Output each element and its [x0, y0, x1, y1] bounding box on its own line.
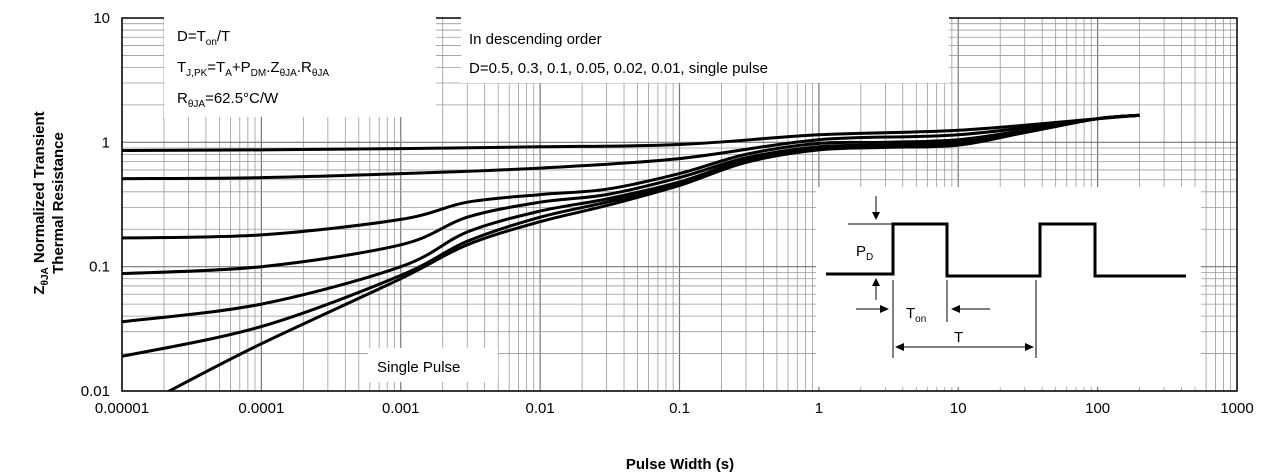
y-axis-title: ZθJA Normalized Transient Thermal Resist… [31, 111, 67, 294]
order-annotation: In descending order D=0.5, 0.3, 0.1, 0.0… [461, 17, 949, 83]
svg-text:In descending order: In descending order [469, 31, 602, 48]
pd-label: PD [856, 243, 873, 263]
curve-series-3 [122, 113, 1140, 240]
svg-text:RθJA=62.5°C/W: RθJA=62.5°C/W [177, 90, 279, 110]
x-tick-label: 0.0001 [238, 400, 284, 417]
y-axis-title-sub: θJA [40, 267, 51, 285]
x-tick-label: 0.00001 [95, 400, 149, 417]
x-tick-label: 0.001 [382, 400, 420, 417]
svg-text:D=0.5, 0.3, 0.1, 0.05, 0.02, 0: D=0.5, 0.3, 0.1, 0.05, 0.02, 0.01, singl… [469, 60, 768, 77]
pulse-waveform-inset: PD Ton T [816, 187, 1201, 387]
y-axis-title-line2: Thermal Resistance [50, 132, 67, 274]
svg-text:ZθJA Normalized Transient: ZθJA Normalized Transient [31, 111, 51, 294]
y-axis-title-z: Z [31, 285, 48, 294]
svg-text:D=Ton/T: D=Ton/T [177, 28, 230, 48]
curve-series-1 [122, 113, 1140, 152]
y-axis-title-line1: Normalized Transient [31, 111, 48, 267]
svg-text:TJ,PK=TA+PDM.ZθJA.RθJA: TJ,PK=TA+PDM.ZθJA.RθJA [177, 59, 329, 79]
x-axis-title: Pulse Width (s) [626, 456, 734, 473]
formula-annotation: D=Ton/T TJ,PK=TA+PDM.ZθJA.RθJA RθJA=62.5… [164, 17, 436, 117]
svg-text:Single Pulse: Single Pulse [377, 359, 460, 376]
single-pulse-label: Single Pulse [368, 348, 498, 382]
curve-series-7 [166, 113, 1140, 391]
y-tick-label: 0.01 [81, 383, 110, 400]
curve-series-2 [122, 113, 1140, 181]
pulse-waveform [826, 222, 1186, 278]
x-tick-label: 1 [815, 400, 823, 417]
y-tick-label: 10 [93, 10, 110, 27]
x-tick-label: 0.01 [526, 400, 555, 417]
x-tick-label: 100 [1085, 400, 1110, 417]
curves [122, 113, 1140, 391]
t-label: T [954, 329, 963, 346]
x-tick-label: 10 [950, 400, 967, 417]
x-tick-label: 0.1 [669, 400, 690, 417]
x-tick-labels: 0.00001 0.0001 0.001 0.01 0.1 1 10 100 1000 [95, 400, 1254, 417]
ton-label: Ton [906, 305, 926, 325]
y-tick-label: 1 [102, 134, 110, 151]
y-tick-labels: 0.01 0.1 1 10 [81, 10, 110, 400]
x-tick-label: 1000 [1220, 400, 1253, 417]
y-tick-label: 0.1 [89, 259, 110, 276]
